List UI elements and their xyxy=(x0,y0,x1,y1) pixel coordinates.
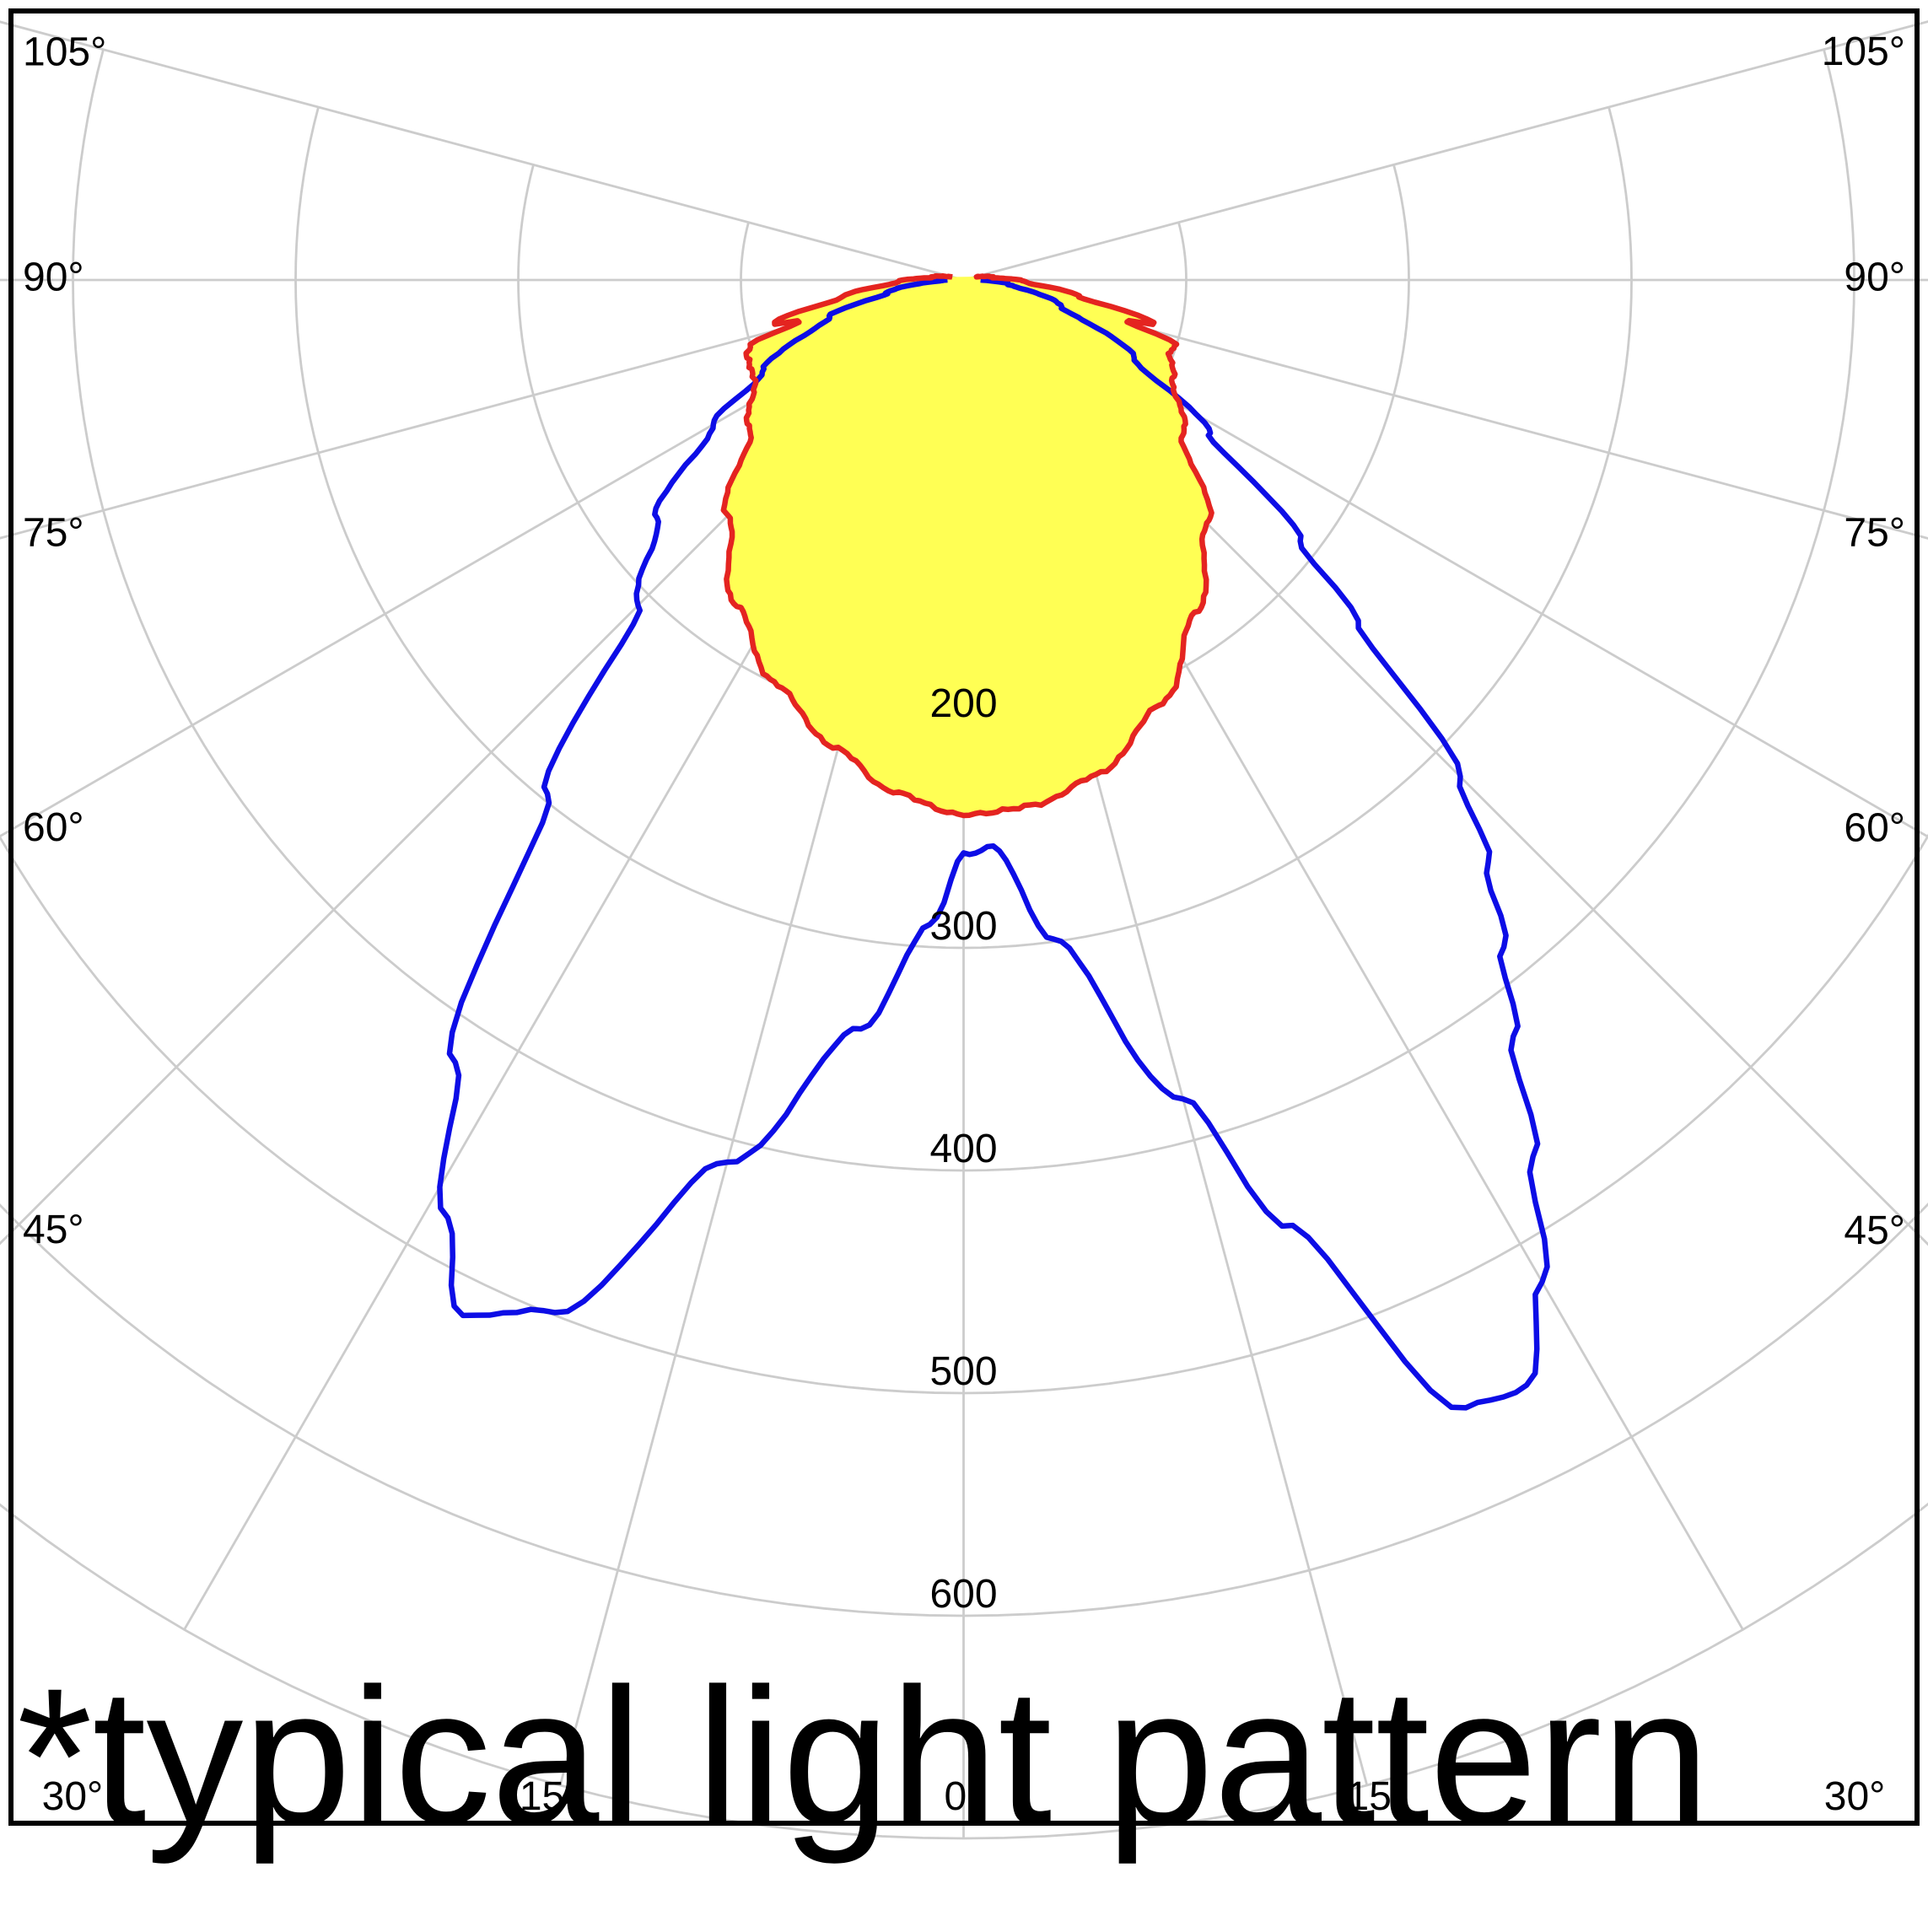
svg-text:200: 200 xyxy=(929,681,997,726)
svg-text:90°: 90° xyxy=(23,256,84,300)
svg-text:45°: 45° xyxy=(23,1208,84,1252)
svg-text:*typical light pattern: *typical light pattern xyxy=(17,1648,1710,1865)
svg-text:600: 600 xyxy=(929,1572,997,1617)
svg-text:105°: 105° xyxy=(1822,30,1905,74)
svg-text:300: 300 xyxy=(929,904,997,949)
svg-text:30°: 30° xyxy=(1824,1774,1886,1819)
svg-text:60°: 60° xyxy=(1844,805,1905,850)
svg-text:105°: 105° xyxy=(23,30,106,74)
svg-text:75°: 75° xyxy=(23,510,84,555)
svg-text:90°: 90° xyxy=(1844,256,1905,300)
svg-text:500: 500 xyxy=(929,1349,997,1394)
svg-text:400: 400 xyxy=(929,1127,997,1171)
svg-text:45°: 45° xyxy=(1844,1208,1905,1253)
svg-text:75°: 75° xyxy=(1844,511,1905,556)
svg-text:60°: 60° xyxy=(23,805,84,850)
